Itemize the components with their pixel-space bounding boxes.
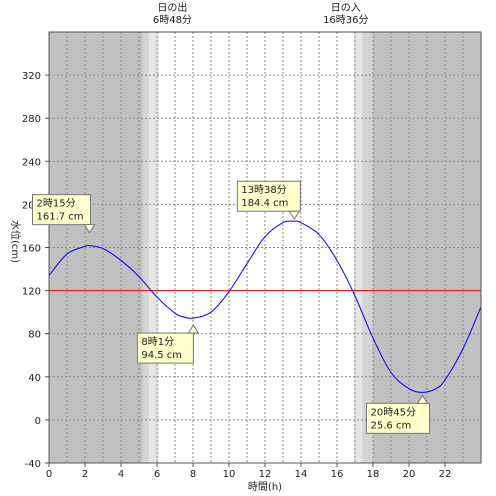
- annotation-time: 13時38分: [241, 184, 286, 196]
- annotation-callout: 8時1分 94.5 cm: [136, 324, 200, 364]
- annotation-pointer: [83, 224, 96, 234]
- annotation-box: [32, 194, 91, 226]
- annotation-box: [236, 180, 301, 212]
- sunrise-time: 6時48分: [153, 14, 192, 26]
- annotation-pointer: [416, 394, 429, 404]
- y-tick-label: 40: [28, 373, 41, 384]
- x-axis-label: 時間(h): [248, 481, 282, 493]
- x-axis-ticks: 0 2 4 6 8 10 12 14 16 18 20 22: [46, 463, 452, 480]
- sunset-label: 日の入: [331, 3, 361, 14]
- annotations: 2時15分 161.7 cm 8時1分 94.5 cm 13時38分 184.4 cm 20…: [32, 180, 430, 434]
- annotation-box: [136, 332, 194, 364]
- y-tick-label: 120: [22, 287, 41, 298]
- annotation-value: 184.4 cm: [241, 198, 288, 209]
- x-tick-label: 6: [154, 469, 160, 480]
- y-tick-label: 280: [22, 114, 41, 125]
- y-tick-label: 80: [28, 330, 41, 341]
- x-tick-label: 12: [259, 469, 272, 480]
- annotation-value: 161.7 cm: [37, 212, 84, 223]
- sunrise-label: 日の出: [157, 1, 187, 14]
- annotation-pointer: [288, 210, 301, 221]
- x-tick-label: 22: [439, 469, 452, 480]
- y-tick-label: 0: [35, 416, 41, 427]
- annotation-time: 2時15分: [37, 198, 76, 210]
- twilight-band-evening-2: [362, 32, 373, 463]
- y-tick-label: 160: [22, 244, 41, 255]
- annotation-value: 25.6 cm: [371, 420, 412, 431]
- sunset-time: 16時36分: [323, 14, 368, 26]
- x-tick-label: 8: [190, 469, 196, 480]
- night-band-morning: [49, 32, 143, 463]
- x-tick-label: 14: [295, 469, 308, 480]
- y-tick-label: 240: [22, 157, 41, 168]
- annotation-value: 94.5 cm: [141, 350, 182, 361]
- x-tick-label: 4: [118, 469, 124, 480]
- annotation-box: [366, 402, 430, 434]
- annotation-time: 8時1分: [141, 336, 174, 348]
- annotation-pointer: [187, 324, 200, 334]
- x-tick-label: 10: [223, 469, 236, 480]
- y-tick-label: 200: [22, 200, 41, 211]
- annotation-callout: 13時38分 184.4 cm: [236, 180, 301, 221]
- annotation-callout: 20時45分 25.6 cm: [366, 394, 430, 434]
- annotation-callout: 2時15分 161.7 cm: [32, 194, 96, 234]
- x-tick-label: 16: [331, 469, 344, 480]
- x-tick-label: 2: [82, 469, 88, 480]
- y-axis-ticks: -40 0 40 80 120 160 200 240 280 320: [22, 71, 49, 470]
- tide-curve: [48, 220, 482, 393]
- y-tick-label: 320: [22, 71, 41, 82]
- x-tick-label: 0: [46, 469, 52, 480]
- x-tick-label: 20: [403, 469, 416, 480]
- annotation-time: 20時45分: [371, 406, 416, 418]
- y-tick-label: -40: [25, 459, 41, 470]
- y-axis-label: 水位(cm): [9, 220, 22, 263]
- x-tick-label: 18: [367, 469, 380, 480]
